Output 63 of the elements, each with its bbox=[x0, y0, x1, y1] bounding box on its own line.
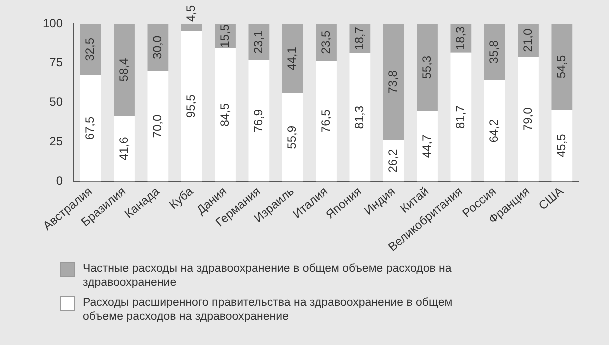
bar bbox=[248, 60, 270, 182]
y-tick-label: 75 bbox=[50, 56, 64, 70]
bar bbox=[215, 48, 236, 182]
data-label: 84,5 bbox=[218, 103, 232, 127]
data-label: 41,6 bbox=[116, 136, 131, 161]
bar bbox=[114, 24, 135, 116]
data-label: 26,2 bbox=[386, 149, 400, 173]
data-label: 18,7 bbox=[352, 26, 366, 50]
data-label: 4,5 bbox=[184, 4, 198, 22]
bar bbox=[80, 24, 102, 76]
bar bbox=[181, 24, 202, 32]
bar bbox=[282, 94, 304, 182]
bar bbox=[383, 140, 404, 182]
data-label: 55,9 bbox=[285, 126, 300, 150]
data-label: 79,0 bbox=[520, 107, 535, 132]
bar bbox=[350, 53, 371, 182]
data-label: 18,3 bbox=[453, 26, 468, 50]
bar bbox=[484, 24, 506, 80]
data-label: 35,8 bbox=[487, 40, 502, 64]
x-tick-label: Куба bbox=[166, 184, 196, 212]
bar bbox=[383, 24, 404, 140]
bar bbox=[518, 57, 539, 182]
data-label: 81,3 bbox=[352, 106, 366, 130]
bar bbox=[282, 24, 304, 94]
data-label: 58,4 bbox=[116, 58, 131, 82]
bar bbox=[450, 52, 472, 182]
data-label: 32,5 bbox=[83, 38, 98, 62]
bar bbox=[80, 75, 102, 182]
data-label: 21,0 bbox=[520, 28, 535, 52]
legend-label: Частные расходы на здравоохранение в общем объеме расходов на здравоохранение bbox=[83, 262, 453, 290]
bar bbox=[148, 71, 169, 182]
legend-label: Расходы расширенного правительства на здравоохранение в общем объеме расходов на здравоохранение bbox=[83, 296, 454, 324]
data-label: 55,3 bbox=[420, 56, 434, 80]
data-label: 23,1 bbox=[251, 30, 266, 54]
bar bbox=[181, 31, 202, 182]
y-tick-label: 100 bbox=[42, 16, 64, 30]
bar bbox=[114, 116, 135, 182]
data-label: 73,8 bbox=[386, 70, 400, 94]
data-label: 45,5 bbox=[554, 134, 568, 158]
data-label: 81,7 bbox=[453, 105, 468, 129]
data-label: 95,5 bbox=[184, 94, 198, 118]
data-label: 70,0 bbox=[150, 114, 164, 138]
bar bbox=[484, 80, 506, 182]
data-label: 44,7 bbox=[420, 134, 434, 158]
bar bbox=[552, 110, 573, 182]
data-label: 23,5 bbox=[318, 30, 333, 54]
y-tick-label: 25 bbox=[50, 134, 64, 149]
y-tick-label: 50 bbox=[50, 95, 64, 110]
data-label: 67,5 bbox=[83, 116, 98, 140]
bar bbox=[316, 61, 337, 182]
data-label: 64,2 bbox=[487, 119, 502, 143]
bar bbox=[148, 24, 169, 72]
bar bbox=[417, 24, 438, 112]
data-label: 44,1 bbox=[285, 46, 300, 70]
data-label: 15,5 bbox=[218, 24, 232, 48]
data-label: 76,9 bbox=[251, 109, 266, 133]
bar bbox=[417, 111, 438, 182]
bar bbox=[552, 24, 573, 110]
bar bbox=[248, 24, 270, 60]
data-label: 54,5 bbox=[554, 54, 568, 79]
data-label: 76,5 bbox=[318, 109, 333, 134]
y-tick-label: 0 bbox=[56, 174, 64, 188]
data-label: 30,0 bbox=[150, 36, 164, 60]
